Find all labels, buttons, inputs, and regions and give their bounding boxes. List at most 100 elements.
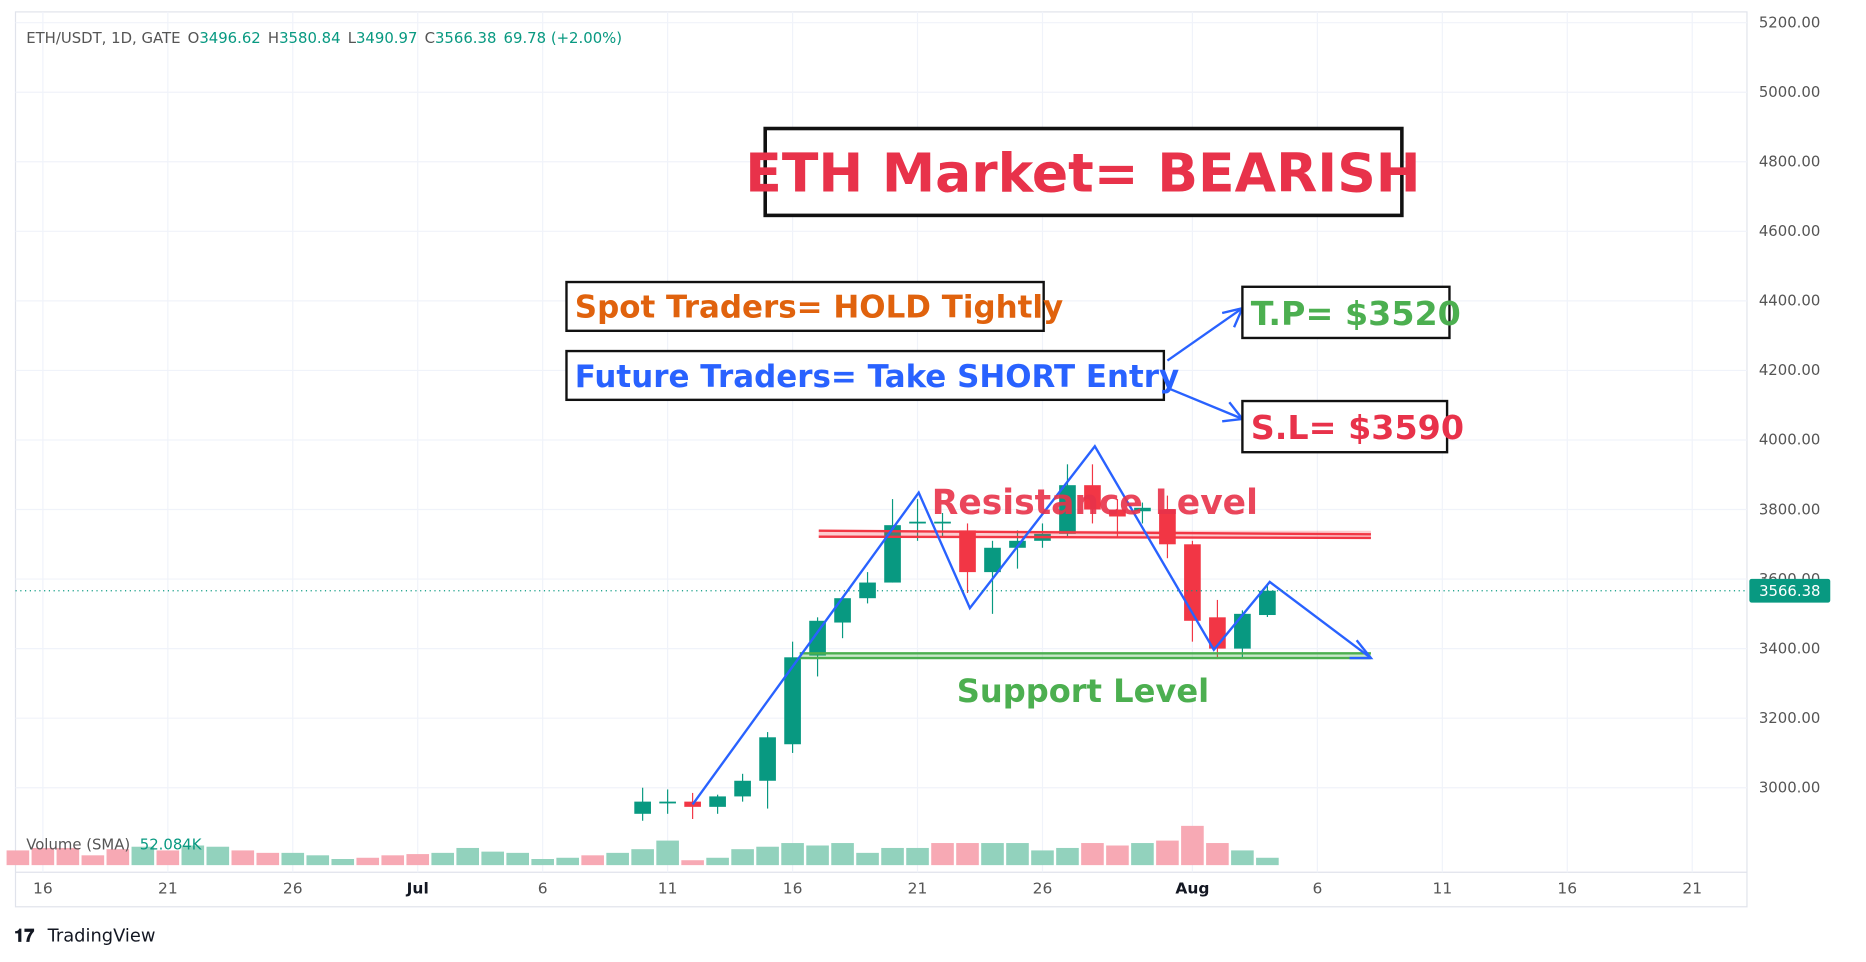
volume-bar	[1256, 857, 1279, 866]
volume-bar	[1031, 850, 1054, 866]
x-tick-label: Aug	[1175, 880, 1209, 898]
volume-bar	[906, 847, 929, 866]
volume-bar	[281, 852, 305, 866]
volume-bar	[856, 852, 879, 866]
candle-body	[1184, 544, 1201, 621]
x-tick-label: 26	[283, 880, 303, 898]
y-tick-label: 3800.00	[1759, 500, 1820, 518]
candle-body	[884, 525, 901, 583]
headline: ETH Market= BEARISH	[745, 142, 1420, 205]
volume-bar	[256, 852, 280, 866]
volume-bar	[731, 849, 754, 866]
volume-bar	[356, 857, 380, 866]
spot-box	[565, 280, 1045, 333]
x-tick-label: 16	[1557, 880, 1577, 898]
candle-body	[734, 780, 751, 797]
volume-bar	[581, 855, 604, 866]
x-tick-label: 26	[1033, 880, 1053, 898]
o-value: 3496.62	[199, 29, 260, 47]
volume-bar	[881, 847, 904, 866]
candle-body	[659, 801, 676, 804]
candle-body	[1234, 613, 1251, 649]
x-tick-label: 16	[33, 880, 53, 898]
volume-bar	[406, 854, 430, 866]
future-box	[565, 349, 1166, 402]
last-price-box	[1749, 578, 1831, 603]
volume-bar	[1156, 840, 1179, 866]
volume-bar	[1106, 845, 1129, 866]
volume-bar	[331, 858, 355, 866]
volume-bar	[656, 840, 679, 866]
x-tick-label: 16	[783, 880, 803, 898]
y-tick-label: 4200.00	[1759, 361, 1820, 379]
volume-bar	[806, 845, 829, 866]
volume-bar	[31, 847, 55, 866]
volume-bar	[381, 855, 405, 866]
candle-body	[834, 598, 851, 623]
volume-name: Volume (SMA)	[26, 836, 130, 854]
volume-bar	[106, 849, 130, 866]
candle-body	[1134, 507, 1151, 512]
volume-bar	[1056, 847, 1079, 866]
volume-bar	[556, 857, 579, 866]
resistance-label: Resistance Level	[932, 483, 1258, 523]
headline-box	[763, 126, 1404, 218]
x-tick-label: 21	[1682, 880, 1702, 898]
volume-bar	[131, 846, 155, 866]
y-tick-label: 4000.00	[1759, 431, 1820, 449]
tp-arrow	[1166, 307, 1244, 362]
volume-bar	[56, 847, 80, 866]
y-tick-label: 3000.00	[1759, 778, 1820, 796]
change: 69.78 (+2.00%)	[504, 29, 623, 47]
volume-bar	[531, 858, 554, 866]
candle-body	[959, 530, 976, 573]
support-zone	[799, 653, 1371, 659]
candle-body	[784, 657, 801, 745]
candle-body	[759, 737, 776, 781]
volume-bar	[681, 860, 704, 866]
volume-bar	[81, 855, 105, 866]
sl-box	[1241, 399, 1449, 454]
x-tick-label: Jul	[406, 880, 429, 898]
volume-bar	[1131, 843, 1154, 866]
sl-arrow	[1166, 386, 1243, 420]
volume-bar	[781, 843, 804, 866]
volume-bar	[831, 843, 854, 866]
resistance-zone	[818, 530, 1371, 538]
x-tick-label: 11	[1432, 880, 1452, 898]
volume-bar	[606, 852, 629, 866]
y-tick-label: 4400.00	[1759, 292, 1820, 310]
y-tick-label: 4600.00	[1759, 222, 1820, 240]
volume-bar	[956, 843, 979, 866]
volume-bar	[1006, 843, 1029, 866]
y-tick-label: 3400.00	[1759, 639, 1820, 657]
candle-body	[909, 521, 926, 524]
last-price-label: 3566.38	[1759, 582, 1820, 600]
candle-body	[934, 521, 951, 524]
volume-bar	[456, 847, 480, 866]
y-tick-label: 5200.00	[1759, 13, 1820, 31]
brand-logo: 𝟏𝟕	[14, 925, 34, 946]
candle-body	[984, 547, 1001, 573]
l-value: 3490.97	[356, 29, 417, 47]
volume-bar	[506, 852, 529, 866]
candle-body	[1159, 509, 1176, 545]
volume-bar	[156, 850, 180, 866]
volume-bar	[206, 846, 230, 866]
candle-body	[809, 620, 826, 656]
volume-bar	[981, 843, 1004, 866]
volume-bar	[231, 850, 255, 866]
candle-body	[1259, 590, 1276, 616]
x-tick-label: 11	[658, 880, 678, 898]
volume-bar	[931, 843, 954, 866]
c-value: 3566.38	[435, 29, 496, 47]
resistance-line	[818, 529, 1371, 536]
volume-bar	[6, 850, 30, 866]
h-label: H	[268, 29, 279, 47]
c-label: C	[425, 29, 435, 47]
l-label: L	[348, 29, 357, 47]
resistance-line	[818, 535, 1371, 540]
arrow-head	[1349, 639, 1374, 660]
